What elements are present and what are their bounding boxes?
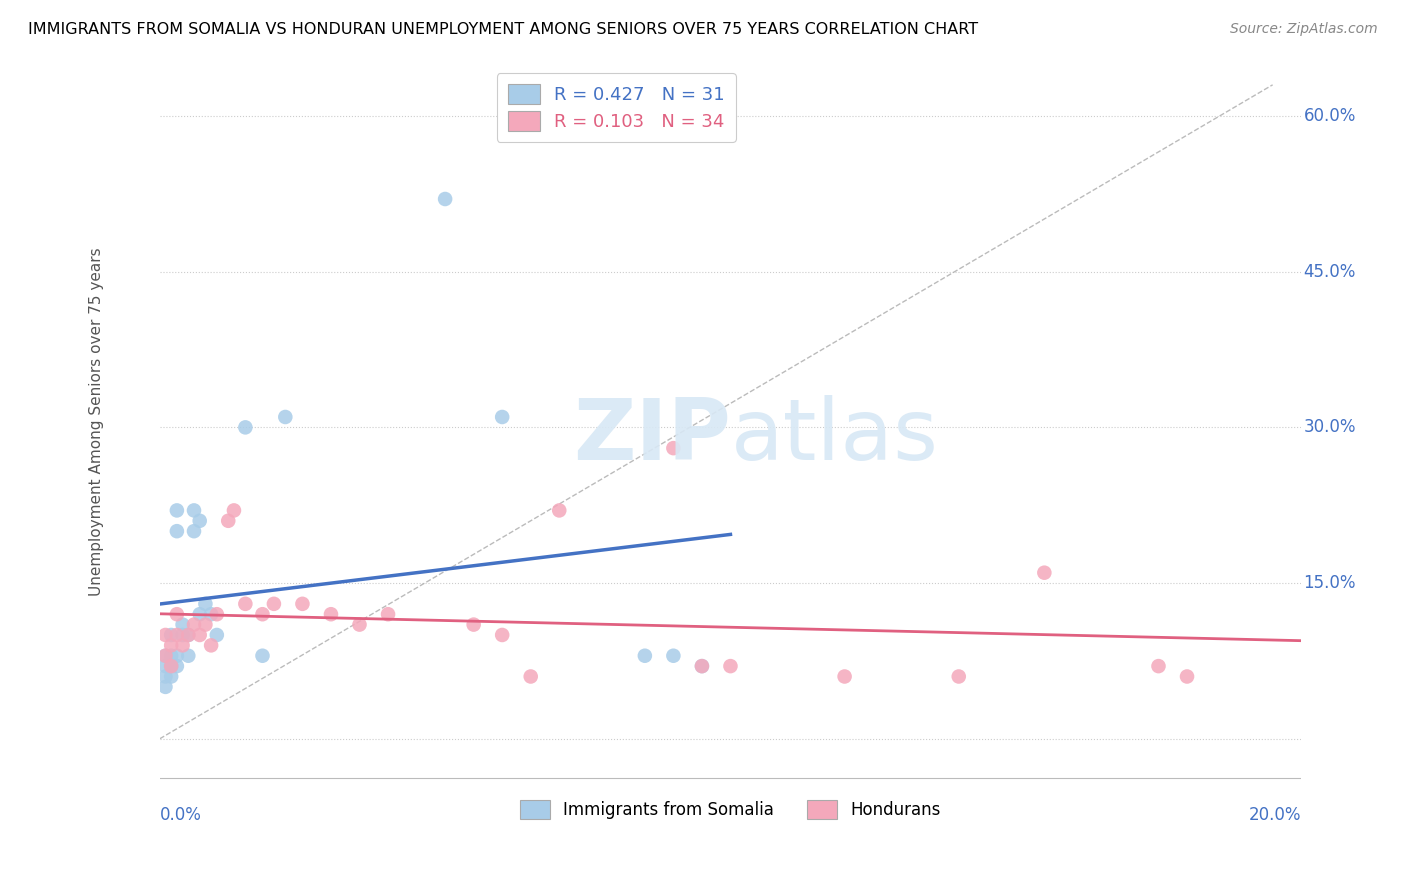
Point bbox=[155, 669, 177, 683]
Point bbox=[177, 628, 200, 642]
Point bbox=[166, 659, 188, 673]
Point bbox=[160, 669, 183, 683]
Point bbox=[160, 659, 183, 673]
Point bbox=[194, 617, 217, 632]
Point bbox=[166, 648, 188, 663]
Point bbox=[235, 597, 257, 611]
Point bbox=[188, 607, 211, 622]
Point bbox=[291, 597, 314, 611]
Legend: Immigrants from Somalia, Hondurans: Immigrants from Somalia, Hondurans bbox=[513, 794, 948, 826]
Point bbox=[172, 638, 194, 652]
Point bbox=[155, 628, 177, 642]
Text: 30.0%: 30.0% bbox=[1303, 418, 1355, 436]
Point bbox=[172, 628, 194, 642]
Point bbox=[155, 648, 177, 663]
Point bbox=[720, 659, 742, 673]
Point bbox=[166, 503, 188, 517]
Point bbox=[834, 669, 856, 683]
Point bbox=[1175, 669, 1198, 683]
Point bbox=[183, 617, 205, 632]
Text: 20.0%: 20.0% bbox=[1249, 806, 1301, 824]
Point bbox=[319, 607, 342, 622]
Point bbox=[948, 669, 970, 683]
Point bbox=[235, 420, 257, 434]
Point bbox=[263, 597, 285, 611]
Point bbox=[188, 628, 211, 642]
Point bbox=[155, 680, 177, 694]
Point bbox=[183, 524, 205, 538]
Point bbox=[548, 503, 571, 517]
Text: 60.0%: 60.0% bbox=[1303, 107, 1355, 125]
Point bbox=[205, 628, 228, 642]
Point bbox=[160, 638, 183, 652]
Point bbox=[200, 638, 222, 652]
Point bbox=[194, 597, 217, 611]
Point bbox=[274, 409, 297, 424]
Point bbox=[183, 503, 205, 517]
Text: IMMIGRANTS FROM SOMALIA VS HONDURAN UNEMPLOYMENT AMONG SENIORS OVER 75 YEARS COR: IMMIGRANTS FROM SOMALIA VS HONDURAN UNEM… bbox=[28, 22, 979, 37]
Point bbox=[217, 514, 239, 528]
Point bbox=[166, 628, 188, 642]
Point bbox=[166, 524, 188, 538]
Point bbox=[166, 607, 188, 622]
Text: atlas: atlas bbox=[731, 395, 938, 478]
Point bbox=[519, 669, 541, 683]
Point bbox=[205, 607, 228, 622]
Point bbox=[491, 409, 513, 424]
Point bbox=[463, 617, 485, 632]
Point bbox=[634, 648, 657, 663]
Point bbox=[1033, 566, 1056, 580]
Point bbox=[160, 628, 183, 642]
Text: 0.0%: 0.0% bbox=[160, 806, 201, 824]
Text: 45.0%: 45.0% bbox=[1303, 262, 1355, 281]
Text: Source: ZipAtlas.com: Source: ZipAtlas.com bbox=[1230, 22, 1378, 37]
Point bbox=[200, 607, 222, 622]
Point bbox=[377, 607, 399, 622]
Point bbox=[690, 659, 713, 673]
Point bbox=[160, 659, 183, 673]
Point bbox=[177, 648, 200, 663]
Point bbox=[491, 628, 513, 642]
Point bbox=[434, 192, 457, 206]
Point bbox=[662, 648, 685, 663]
Point bbox=[155, 648, 177, 663]
Point bbox=[172, 617, 194, 632]
Text: ZIP: ZIP bbox=[572, 395, 731, 478]
Point bbox=[160, 648, 183, 663]
Point bbox=[252, 648, 274, 663]
Point bbox=[349, 617, 371, 632]
Point bbox=[690, 659, 713, 673]
Text: Unemployment Among Seniors over 75 years: Unemployment Among Seniors over 75 years bbox=[90, 248, 104, 597]
Point bbox=[222, 503, 245, 517]
Point bbox=[177, 628, 200, 642]
Point bbox=[155, 659, 177, 673]
Text: 15.0%: 15.0% bbox=[1303, 574, 1355, 592]
Point bbox=[1147, 659, 1170, 673]
Point bbox=[662, 441, 685, 455]
Point bbox=[252, 607, 274, 622]
Point bbox=[188, 514, 211, 528]
